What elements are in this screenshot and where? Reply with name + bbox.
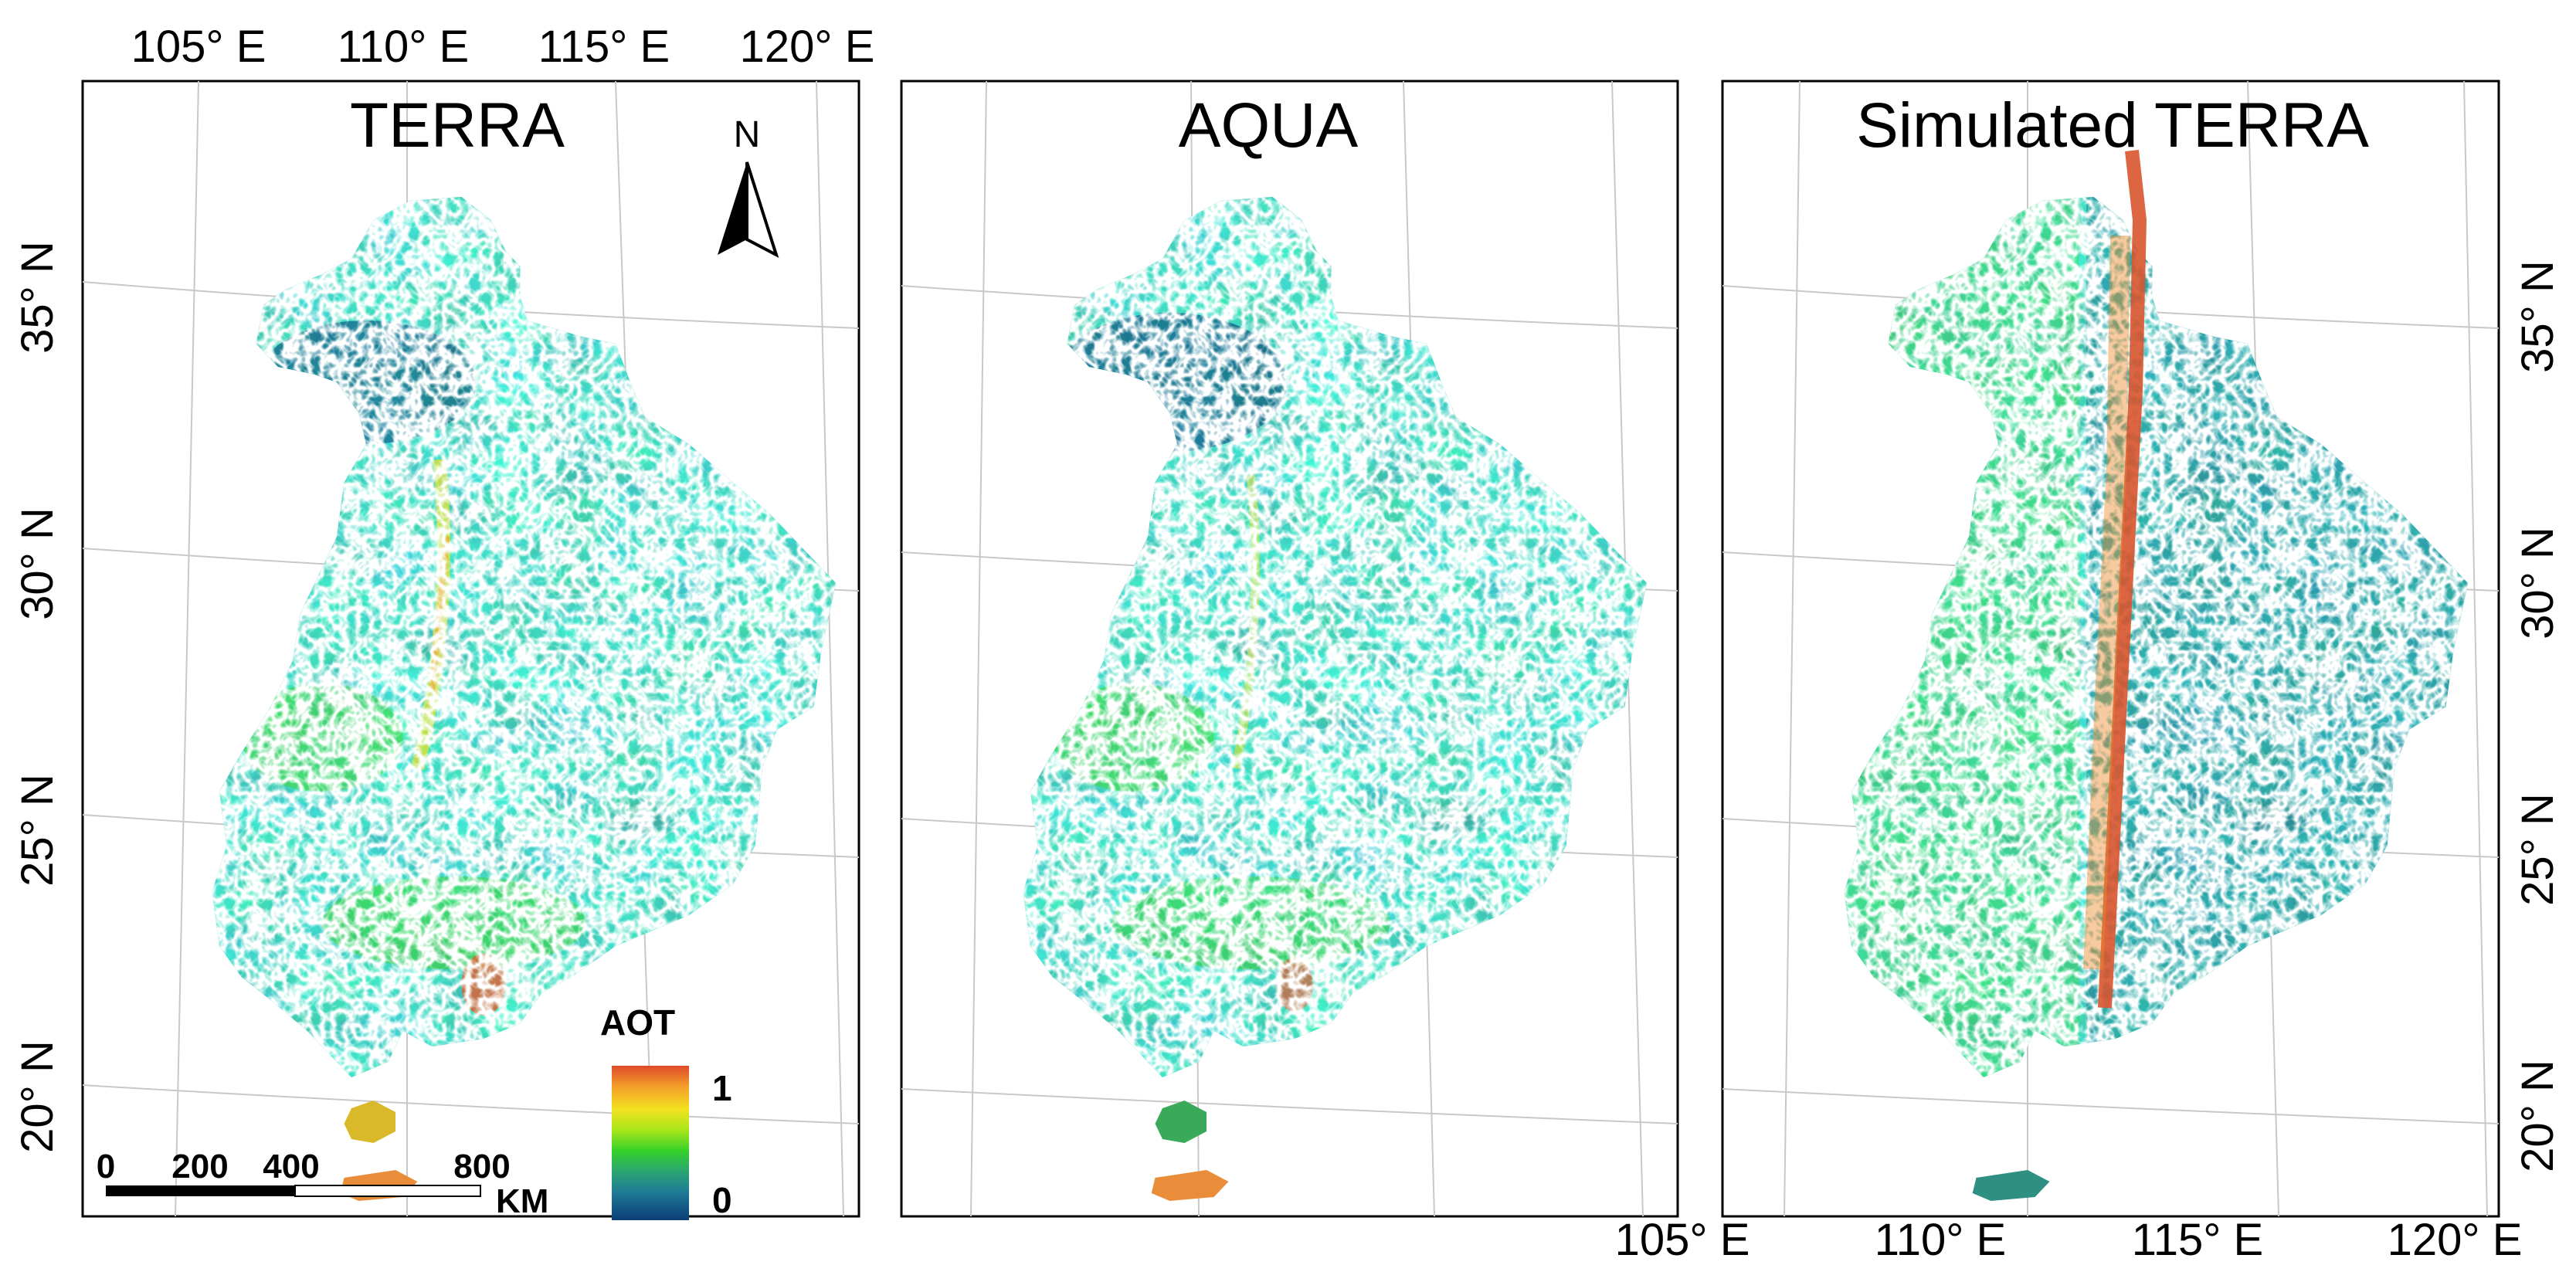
north-arrow-label: N <box>734 114 761 155</box>
bottom-lon-label: 115° E <box>2132 1215 2263 1265</box>
left-lat-label: 25° N <box>12 774 63 887</box>
right-latitude-labels: 35° N 30° N 25° N 20° N <box>2513 260 2563 1172</box>
bottom-lon-label: 105° E <box>1615 1215 1750 1265</box>
bottom-longitude-labels: 105° E 110° E 115° E 120° E <box>1615 1215 2523 1265</box>
scale-tick-label: 200 <box>171 1148 228 1185</box>
north-arrow-icon: N <box>718 114 779 259</box>
scale-tick-label: 0 <box>97 1148 115 1185</box>
scale-tick-label: 800 <box>453 1148 510 1185</box>
left-lat-label: 20° N <box>12 1040 63 1153</box>
scale-tick-label: 400 <box>263 1148 319 1185</box>
left-lat-label: 30° N <box>12 507 63 620</box>
top-lon-label: 110° E <box>338 22 469 72</box>
right-lat-label: 35° N <box>2513 260 2563 373</box>
top-longitude-labels: 105° E 110° E 115° E 120° E <box>131 22 875 72</box>
right-lat-label: 20° N <box>2513 1060 2563 1172</box>
aot-legend: AOT 1 0 <box>600 1002 732 1220</box>
left-lat-label: 35° N <box>12 241 63 354</box>
legend-max-label: 1 <box>712 1068 732 1108</box>
legend-title: AOT <box>600 1002 675 1043</box>
bottom-lon-label: 120° E <box>2388 1215 2523 1265</box>
bottom-lon-label: 110° E <box>1875 1215 2006 1265</box>
legend-colorbar <box>612 1066 689 1220</box>
swath-seam <box>2098 150 2147 1009</box>
panel-terra: TERRA N 0 200 400 800 KM AOT 1 0 <box>81 80 860 1220</box>
left-latitude-labels: 35° N 30° N 25° N 20° N <box>12 241 63 1153</box>
panel-aqua: AQUA <box>900 80 1679 1218</box>
panel-title: Simulated TERRA <box>1856 90 2369 161</box>
top-lon-label: 115° E <box>538 22 670 72</box>
top-lon-label: 105° E <box>131 22 266 72</box>
legend-min-label: 0 <box>712 1180 732 1220</box>
top-lon-label: 120° E <box>740 22 875 72</box>
right-lat-label: 30° N <box>2513 527 2563 639</box>
panel-title: TERRA <box>350 90 565 161</box>
scale-unit: KM <box>496 1182 548 1220</box>
panel-title: AQUA <box>1179 90 1359 161</box>
right-lat-label: 25° N <box>2513 793 2563 906</box>
scale-bar: 0 200 400 800 KM <box>97 1148 549 1220</box>
panel-simulated-terra: Simulated TERRA <box>1721 80 2500 1218</box>
